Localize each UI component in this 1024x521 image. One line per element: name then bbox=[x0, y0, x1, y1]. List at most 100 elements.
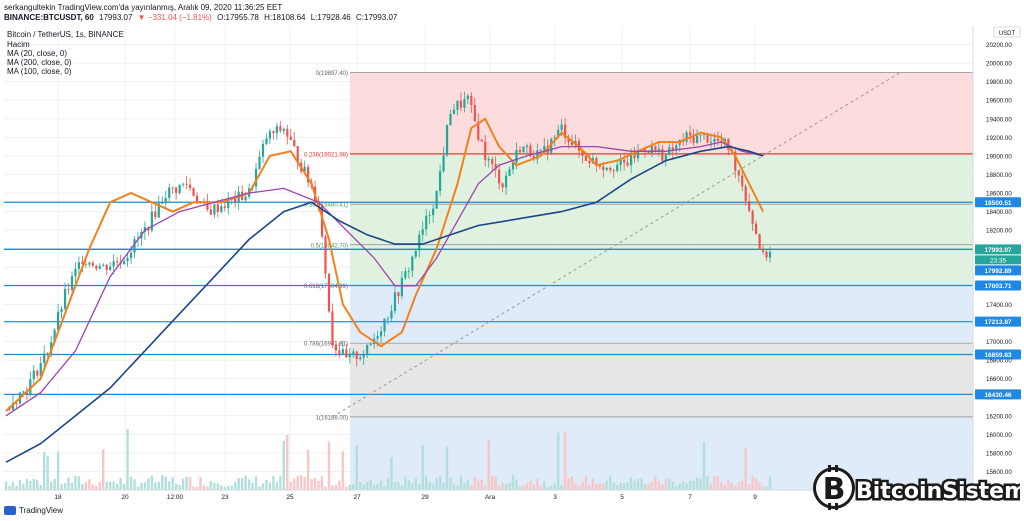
volume-bar bbox=[303, 477, 306, 490]
candle-body bbox=[463, 99, 466, 108]
volume-bar bbox=[355, 445, 358, 490]
volume-bar bbox=[77, 476, 81, 490]
countdown-badge bbox=[975, 255, 1021, 265]
candle-body bbox=[418, 234, 421, 251]
volume-bar bbox=[286, 434, 289, 490]
candle-body bbox=[22, 391, 25, 393]
candle-body bbox=[102, 264, 105, 266]
candle-body bbox=[751, 210, 754, 224]
candle-body bbox=[543, 146, 546, 150]
candle-body bbox=[327, 273, 331, 312]
legend-volume[interactable]: Hacim bbox=[7, 40, 30, 49]
candle-body bbox=[397, 292, 400, 297]
time-tick-label: 9 bbox=[753, 494, 757, 501]
volume-bar bbox=[202, 485, 206, 490]
candle-body bbox=[303, 166, 306, 172]
volume-bar bbox=[320, 476, 324, 490]
price-tick-label: 15600.00 bbox=[986, 469, 1012, 476]
volume-bar bbox=[671, 481, 674, 490]
volume-bar bbox=[685, 483, 688, 490]
volume-bars bbox=[4, 428, 772, 490]
candle-body bbox=[154, 211, 157, 218]
volume-bar bbox=[345, 486, 348, 490]
candle-body bbox=[36, 370, 39, 376]
volume-bar bbox=[577, 486, 581, 490]
volume-bar bbox=[22, 483, 25, 490]
candle-body bbox=[689, 132, 692, 136]
candle-body bbox=[234, 198, 237, 203]
candle-body bbox=[296, 146, 299, 163]
fib-zone bbox=[350, 285, 973, 344]
volume-bar bbox=[529, 480, 532, 490]
volume-bar bbox=[442, 482, 445, 490]
candle-body bbox=[105, 264, 108, 271]
legend-title[interactable]: Bitcoin / TetherUS, 1s, BINANCE bbox=[7, 30, 124, 39]
candle-body bbox=[692, 135, 695, 143]
price-badge-label: 16430.46 bbox=[984, 392, 1011, 399]
price-tick-label: 18600.00 bbox=[986, 191, 1012, 198]
volume-bar bbox=[216, 483, 220, 490]
volume-bar bbox=[171, 477, 174, 490]
legend-ma100[interactable]: MA (100, close, 0) bbox=[7, 67, 72, 76]
volume-bar bbox=[466, 480, 470, 490]
candle-body bbox=[609, 167, 612, 171]
candle-body bbox=[602, 166, 605, 170]
price-tick-label: 18800.00 bbox=[986, 172, 1012, 179]
candle-body bbox=[557, 129, 560, 138]
volume-bar bbox=[185, 476, 188, 490]
candle-body bbox=[529, 145, 532, 156]
time-tick-label: 25 bbox=[286, 494, 294, 501]
volume-bar bbox=[18, 479, 22, 490]
volume-bar bbox=[754, 478, 758, 490]
candle-body bbox=[636, 150, 640, 159]
legend-ma20[interactable]: MA (20, close, 0) bbox=[7, 49, 68, 58]
candle-body bbox=[477, 121, 480, 140]
volume-bar bbox=[192, 486, 195, 490]
volume-bar bbox=[550, 485, 553, 490]
trend-line bbox=[332, 72, 901, 418]
candle-body bbox=[449, 114, 452, 126]
time-tick-label: 29 bbox=[421, 494, 429, 501]
candle-body bbox=[734, 151, 737, 171]
candle-body bbox=[508, 169, 511, 176]
volume-bar bbox=[438, 475, 442, 490]
volume-bar bbox=[143, 482, 147, 490]
candle-body bbox=[612, 170, 615, 171]
volume-bar bbox=[348, 484, 351, 490]
price-tick-label: 15800.00 bbox=[986, 450, 1012, 457]
candle-body bbox=[438, 171, 442, 191]
candle-body bbox=[209, 209, 212, 215]
volume-bar bbox=[692, 480, 695, 490]
candle-body bbox=[345, 349, 348, 358]
volume-bar bbox=[661, 484, 664, 490]
candle-body bbox=[716, 138, 720, 142]
candle-body bbox=[376, 336, 379, 339]
candle-body bbox=[43, 353, 46, 364]
volume-bar bbox=[362, 484, 365, 490]
candle-body bbox=[421, 229, 424, 235]
fib-level-label: 1(16188.00) bbox=[316, 415, 348, 421]
volume-bar bbox=[261, 483, 265, 490]
candle-body bbox=[32, 370, 35, 380]
brand-bitcoin: Bitcoin bbox=[856, 479, 942, 504]
tradingview-logo[interactable]: TradingView bbox=[4, 506, 63, 515]
volume-bar bbox=[272, 476, 275, 490]
ma-line bbox=[5, 141, 764, 417]
price-tick-label: 16200.00 bbox=[986, 413, 1012, 420]
time-tick-label: 27 bbox=[353, 494, 361, 501]
volume-bar bbox=[15, 486, 18, 490]
volume-bar bbox=[39, 484, 42, 490]
volume-bar bbox=[313, 477, 317, 490]
candle-body bbox=[480, 139, 483, 142]
candle-body bbox=[629, 152, 633, 166]
candle-body bbox=[414, 250, 417, 257]
legend-ma200[interactable]: MA (200, close, 0) bbox=[7, 58, 72, 67]
price-badge-label: 17603.71 bbox=[984, 283, 1011, 290]
candle-body bbox=[338, 350, 341, 354]
volume-bar bbox=[306, 449, 310, 490]
tradingview-icon bbox=[4, 506, 16, 515]
fib-level-label: 0.786(16981.81) bbox=[304, 342, 348, 348]
candle-body bbox=[518, 149, 522, 153]
volume-bar bbox=[275, 481, 279, 490]
